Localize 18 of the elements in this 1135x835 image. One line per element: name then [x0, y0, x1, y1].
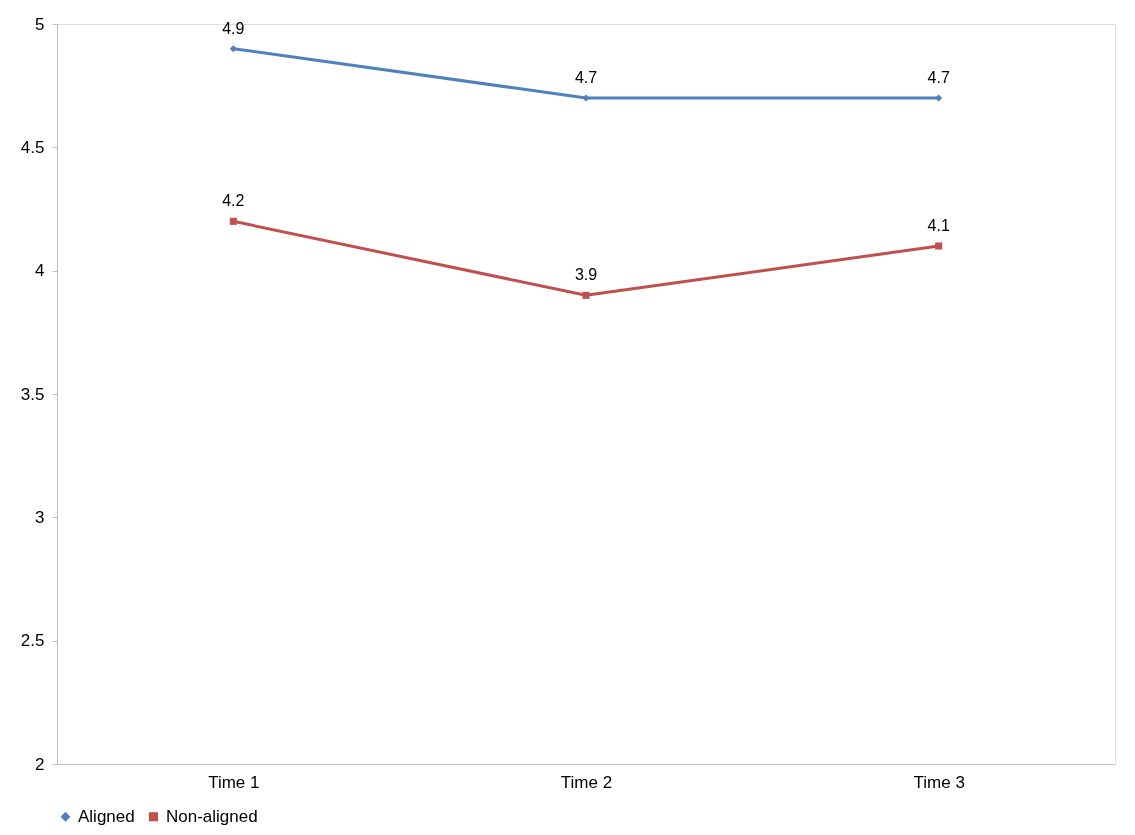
legend-label: Aligned — [78, 806, 135, 826]
x-tick-label: Time 2 — [560, 772, 613, 792]
y-tick-label: 3.5 — [20, 384, 45, 404]
data-label: 4.1 — [927, 217, 950, 234]
x-tick-label: Time 1 — [208, 772, 260, 792]
data-label: 4.2 — [222, 192, 245, 210]
legend-label: Non-aligned — [166, 806, 258, 826]
y-tick-label: 4 — [35, 261, 45, 281]
y-tick-label: 4.5 — [20, 137, 45, 157]
data-label: 3.9 — [574, 266, 598, 284]
y-tick-label: 2 — [35, 754, 45, 774]
y-tick-label: 3 — [35, 507, 45, 527]
data-label: 4.7 — [574, 69, 598, 86]
data-label: 4.7 — [927, 69, 950, 86]
x-tick-label: Time 3 — [913, 772, 965, 792]
y-tick-label: 5 — [35, 14, 45, 34]
y-tick-label: 2.5 — [20, 631, 45, 651]
data-label: 4.9 — [222, 19, 245, 37]
